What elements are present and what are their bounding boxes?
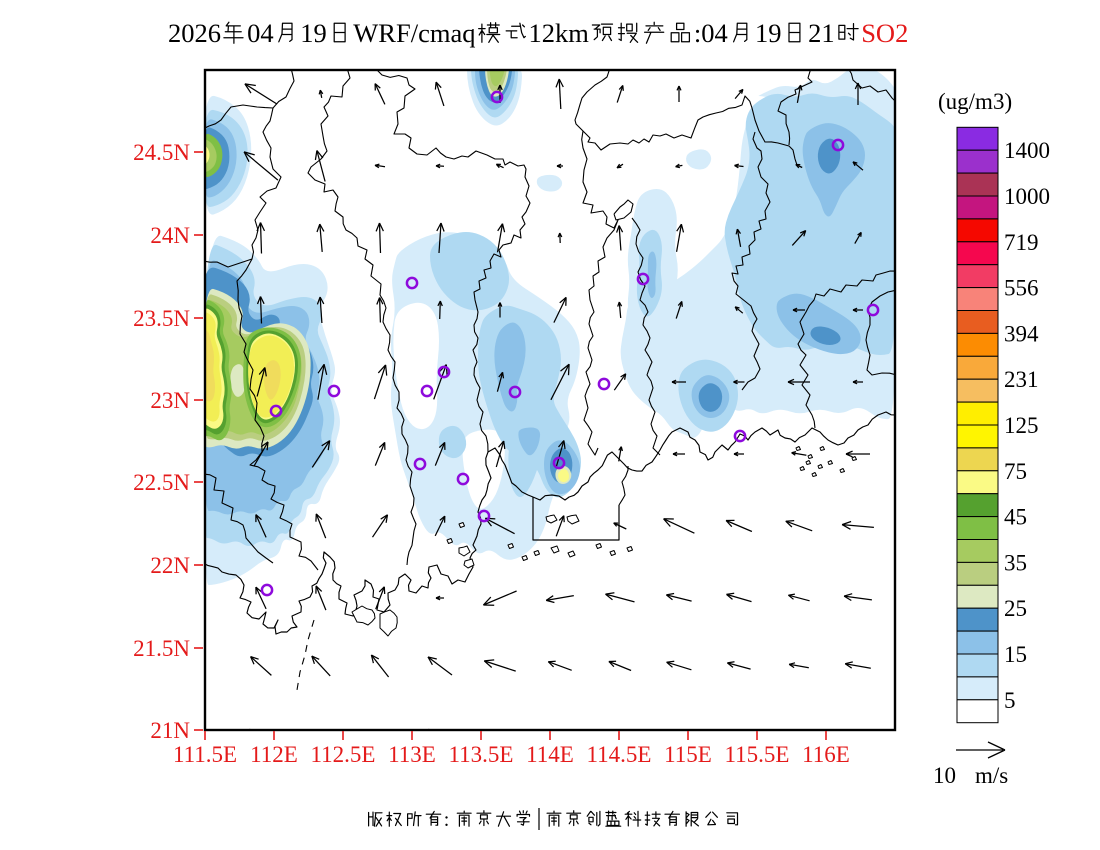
svg-text:115E: 115E: [664, 742, 712, 767]
svg-text:10: 10: [933, 763, 956, 788]
svg-text:15: 15: [1004, 642, 1027, 667]
svg-text:75: 75: [1004, 459, 1027, 484]
svg-text:556: 556: [1004, 276, 1039, 301]
svg-text:19: 19: [755, 18, 782, 48]
svg-text:111.5E: 111.5E: [173, 742, 237, 767]
svg-text:m/s: m/s: [975, 763, 1008, 788]
svg-text:SO2: SO2: [861, 18, 908, 48]
svg-text:125: 125: [1004, 413, 1039, 438]
svg-text:19: 19: [300, 18, 327, 48]
svg-text:394: 394: [1004, 321, 1039, 346]
svg-text:21N: 21N: [150, 718, 190, 743]
svg-text:35: 35: [1004, 550, 1027, 575]
svg-text:114E: 114E: [526, 742, 574, 767]
svg-text:04: 04: [247, 18, 274, 48]
svg-text:112.5E: 112.5E: [311, 742, 376, 767]
svg-text:22.5N: 22.5N: [133, 470, 190, 495]
svg-text:45: 45: [1004, 505, 1027, 530]
svg-text:116E: 116E: [802, 742, 850, 767]
svg-text:1400: 1400: [1004, 138, 1050, 163]
svg-text:115.5E: 115.5E: [725, 742, 790, 767]
svg-text:25: 25: [1004, 596, 1027, 621]
svg-text:24N: 24N: [150, 223, 190, 248]
svg-text:23.5N: 23.5N: [133, 306, 190, 331]
svg-text:719: 719: [1004, 230, 1039, 255]
svg-text::: :: [444, 809, 450, 831]
svg-text:1000: 1000: [1004, 184, 1050, 209]
svg-text:22N: 22N: [150, 553, 190, 578]
svg-text:114.5E: 114.5E: [587, 742, 652, 767]
svg-text:2026: 2026: [168, 18, 221, 48]
svg-text:(ug/m3): (ug/m3): [938, 89, 1012, 114]
svg-text:5: 5: [1004, 688, 1016, 713]
svg-text:231: 231: [1004, 367, 1039, 392]
svg-text:113.5E: 113.5E: [449, 742, 514, 767]
svg-text:12km: 12km: [529, 18, 590, 48]
svg-text:21.5N: 21.5N: [133, 636, 190, 661]
svg-text:113E: 113E: [388, 742, 436, 767]
svg-text:112E: 112E: [250, 742, 298, 767]
svg-text::04: :04: [694, 18, 728, 48]
svg-text:21: 21: [808, 18, 835, 48]
svg-text:24.5N: 24.5N: [133, 140, 190, 165]
svg-text:23N: 23N: [150, 388, 190, 413]
svg-text:WRF/cmaq: WRF/cmaq: [353, 18, 475, 48]
